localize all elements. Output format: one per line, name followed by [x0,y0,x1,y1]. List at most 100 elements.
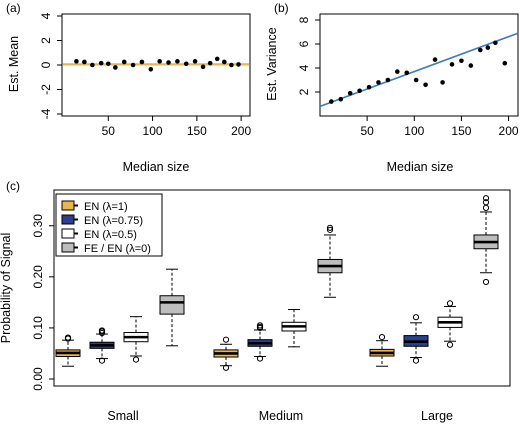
data-point-a [139,59,145,65]
x-tick-label-b: 200 [499,124,519,138]
data-point-a [222,59,227,65]
x-tick-label-a: 200 [231,124,251,138]
y-tick-label-c: 0.30 [31,214,45,238]
box [159,295,185,315]
data-point-a [157,59,162,64]
outlier-point [446,300,454,307]
x-tick-label-a: 50 [102,124,116,138]
points-b [319,32,519,108]
y-tick-label-b: 2 [297,88,311,95]
legend-label: EN (λ=0.75) [84,215,143,227]
y-axis-label-c: Probability of Signal [0,233,13,343]
group-labels-c: Small Medium Large [107,409,453,423]
data-point-a [183,61,189,67]
data-point-a [207,60,213,66]
data-point-a [200,64,206,70]
data-point-a [105,61,111,67]
legend-label: FE / EN (λ=0) [84,243,151,255]
y-tick-label-c: 0.20 [31,265,45,289]
y-axis-label-b: Est. Variance [265,27,279,100]
x-tick-label-b: 100 [404,124,424,138]
data-point-b [338,96,344,102]
legend-label: EN (λ=0.5) [84,229,137,241]
panel-b-variance-plot: (b) 2 4 6 8 50 100 150 200 Est. Variance Media… [265,1,519,174]
data-point-a [175,59,180,64]
legend-label: EN (λ=1) [84,201,128,213]
y-tick-label-a: -4 [39,108,53,119]
y-tick-label-b: 6 [297,40,311,47]
y-tick-label-a: -2 [39,84,53,95]
outlier-point [378,334,386,341]
group-label-small: Small [107,409,138,423]
data-point-a [166,60,171,65]
x-axis-a: 50 100 150 200 [102,116,251,138]
data-point-a [236,62,241,67]
y-tick-label-a: 0 [39,61,53,68]
data-point-b [329,99,334,104]
group-label-medium: Medium [259,409,303,423]
outlier-point [412,314,420,321]
data-point-b [413,77,419,83]
data-point-b [357,88,362,94]
data-point-a [74,59,79,64]
outlier-point [132,356,140,363]
data-point-a [98,60,104,66]
legend-swatch [61,228,75,239]
data-point-a [229,62,234,68]
y-axis-c: 0.00 0.10 0.20 0.30 [31,214,54,391]
panel-label-a: (a) [6,1,21,15]
x-axis-label-a: Median size [123,160,190,174]
data-point-a [82,59,87,65]
outlier-point [98,327,106,334]
plot-frame-c [53,189,511,387]
outlier-point [222,336,230,343]
x-axis-b: 50 100 150 200 [360,116,519,138]
legend-swatch [61,214,75,225]
legend-swatch [61,242,75,253]
outlier-point [482,199,490,206]
data-point-b [385,77,391,83]
y-axis-a: -4 -2 0 2 4 [39,12,62,119]
data-point-b [485,45,491,50]
outlier-point [256,355,264,362]
outlier-point [98,357,106,364]
outlier-point [412,357,420,364]
legend: EN (λ=1) EN (λ=0.75) EN (λ=0.5) FE / EN (λ=… [55,193,163,257]
data-point-b [493,40,498,46]
y-tick-label-c: 0.10 [31,316,45,340]
group-label-large: Large [421,409,453,423]
data-point-b [395,69,400,74]
outlier-point [482,278,490,286]
data-point-b [423,82,428,88]
data-point-a [214,56,220,62]
data-point-a [130,62,136,68]
outlier-point [446,341,454,348]
data-point-a [121,59,127,65]
data-point-b [404,70,410,76]
outlier-point [64,334,72,341]
panel-label-b: (b) [274,1,289,15]
data-point-b [468,63,474,68]
y-tick-label-a: 2 [39,37,53,44]
data-point-a [90,62,95,68]
boxes-c [55,195,499,371]
y-axis-label-a: Est. Mean [7,36,21,92]
outlier-point [222,364,230,371]
panel-c-boxplot: (c) 0.00 0.10 0.20 0.30 Small Medium Large Pr… [0,179,511,423]
outlier-point [326,224,334,231]
outlier-point [256,322,264,329]
data-point-b [502,60,508,66]
x-tick-label-a: 150 [187,124,207,138]
x-tick-label-b: 150 [451,124,471,138]
data-point-b [347,90,353,96]
y-axis-b: 2 4 6 8 [297,16,320,95]
data-point-b [449,62,455,67]
x-tick-label-a: 100 [143,124,163,138]
y-tick-label-a: 4 [39,12,53,19]
outlier-point [326,226,334,233]
points-a [63,56,249,72]
legend-swatch [61,200,75,211]
panel-label-c: (c) [6,179,20,193]
x-tick-label-b: 50 [360,124,374,138]
